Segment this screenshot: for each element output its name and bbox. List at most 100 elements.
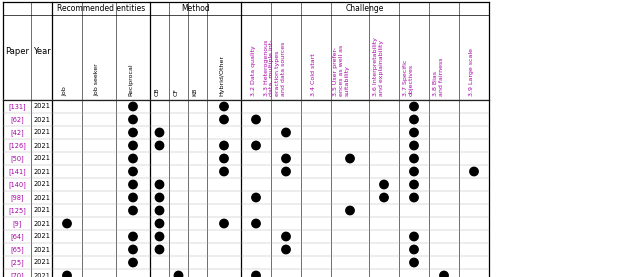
Circle shape [410,245,418,254]
Text: 3.5 User prefer-
ences as well as
suitability: 3.5 User prefer- ences as well as suitab… [333,45,350,96]
Text: [126]: [126] [8,142,26,149]
Text: [141]: [141] [8,168,26,175]
Circle shape [156,219,164,228]
Text: [50]: [50] [10,155,24,162]
Circle shape [129,154,137,163]
Text: 3.9 Large scale: 3.9 Large scale [469,48,474,96]
Circle shape [63,219,71,228]
Text: [98]: [98] [10,194,24,201]
Circle shape [129,206,137,215]
Circle shape [282,245,290,254]
Circle shape [156,206,164,215]
Text: 2021: 2021 [33,260,50,265]
Circle shape [156,193,164,202]
Circle shape [129,128,137,137]
Circle shape [282,128,290,137]
Text: [62]: [62] [10,116,24,123]
Text: 2021: 2021 [33,104,50,109]
Circle shape [129,258,137,267]
Circle shape [220,115,228,124]
Circle shape [410,128,418,137]
Circle shape [129,102,137,111]
Text: 3.8 Bias
and fairness: 3.8 Bias and fairness [433,58,444,96]
Circle shape [220,219,228,228]
Text: Job: Job [62,86,67,96]
Circle shape [346,154,354,163]
Circle shape [220,141,228,150]
Circle shape [410,154,418,163]
Text: 2021: 2021 [33,117,50,122]
Text: Recommended entities: Recommended entities [57,4,145,13]
Text: 3.6 Interpretability
and explainability: 3.6 Interpretability and explainability [373,37,384,96]
Circle shape [129,232,137,241]
Circle shape [470,167,478,176]
Circle shape [410,193,418,202]
Circle shape [252,115,260,124]
Text: Challenge: Challenge [346,4,384,13]
Circle shape [129,115,137,124]
Text: 2021: 2021 [33,234,50,240]
Circle shape [410,232,418,241]
Text: 2021: 2021 [33,247,50,253]
Circle shape [410,258,418,267]
Text: [64]: [64] [10,233,24,240]
Text: [125]: [125] [8,207,26,214]
Circle shape [252,193,260,202]
Text: Hybrid/Other: Hybrid/Other [219,55,224,96]
Circle shape [252,271,260,277]
Text: 3.2 Data quality: 3.2 Data quality [251,45,256,96]
Circle shape [156,128,164,137]
Text: Reciprocal: Reciprocal [128,63,133,96]
Circle shape [282,154,290,163]
Text: 2021: 2021 [33,194,50,201]
Circle shape [410,180,418,189]
Circle shape [220,102,228,111]
Text: 2021: 2021 [33,220,50,227]
Circle shape [410,167,418,176]
Text: Method: Method [181,4,210,13]
Circle shape [220,167,228,176]
Text: 2021: 2021 [33,181,50,188]
Circle shape [129,180,137,189]
Text: [65]: [65] [10,246,24,253]
Text: [70]: [70] [10,272,24,277]
Circle shape [282,167,290,176]
Text: CB: CB [154,87,159,96]
Text: Year: Year [33,47,51,55]
Text: 3.7 Specific
objectives: 3.7 Specific objectives [403,60,414,96]
Circle shape [410,141,418,150]
Text: Paper: Paper [5,47,29,55]
Circle shape [220,154,228,163]
Circle shape [346,206,354,215]
Circle shape [156,232,164,241]
Text: [9]: [9] [12,220,22,227]
Circle shape [380,193,388,202]
Text: [42]: [42] [10,129,24,136]
Text: 2021: 2021 [33,130,50,135]
Text: CF: CF [173,88,179,96]
Circle shape [156,245,164,254]
Text: 2021: 2021 [33,207,50,214]
Circle shape [129,141,137,150]
Circle shape [129,167,137,176]
Circle shape [129,193,137,202]
Circle shape [410,115,418,124]
Circle shape [282,232,290,241]
Text: 2021: 2021 [33,155,50,161]
Text: 3.4 Cold start: 3.4 Cold start [311,53,316,96]
Circle shape [156,180,164,189]
Circle shape [156,141,164,150]
Circle shape [174,271,182,277]
Circle shape [63,271,71,277]
Circle shape [380,180,388,189]
Text: Job seeker: Job seeker [94,63,99,96]
Text: 2021: 2021 [33,273,50,277]
Text: KB: KB [193,88,198,96]
Circle shape [129,245,137,254]
Circle shape [410,102,418,111]
Circle shape [252,219,260,228]
Circle shape [440,271,448,277]
Text: [25]: [25] [10,259,24,266]
Circle shape [252,141,260,150]
Text: 2021: 2021 [33,142,50,148]
